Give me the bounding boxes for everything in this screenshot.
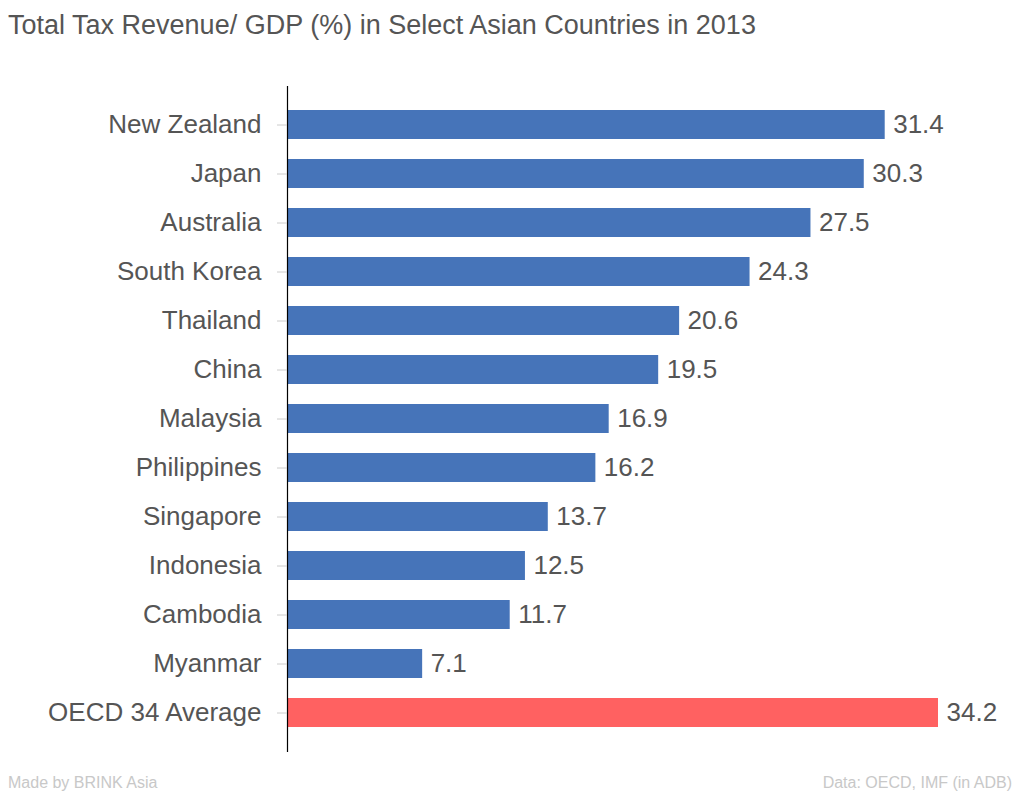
svg-text:16.2: 16.2 <box>604 452 655 482</box>
svg-text:34.2: 34.2 <box>947 697 998 727</box>
svg-text:Australia: Australia <box>160 207 262 237</box>
svg-text:12.5: 12.5 <box>533 550 584 580</box>
svg-text:13.7: 13.7 <box>556 501 607 531</box>
html-text:Data: OECD, IMF (in ADB): Data: OECD, IMF (in ADB) <box>822 774 1012 791</box>
svg-text:China: China <box>194 354 262 384</box>
svg-text:19.5: 19.5 <box>667 354 718 384</box>
svg-text:OECD 34 Average: OECD 34 Average <box>48 697 261 727</box>
svg-text:Singapore: Singapore <box>143 501 262 531</box>
svg-text:Philippines: Philippines <box>136 452 262 482</box>
svg-text:16.9: 16.9 <box>617 403 668 433</box>
svg-text:New Zealand: New Zealand <box>108 109 261 139</box>
svg-text:7.1: 7.1 <box>431 648 467 678</box>
svg-text:Myanmar: Myanmar <box>153 648 262 678</box>
svg-text:Indonesia: Indonesia <box>149 550 262 580</box>
svg-text:11.7: 11.7 <box>518 599 567 629</box>
svg-text:27.5: 27.5 <box>819 207 870 237</box>
svg-text:20.6: 20.6 <box>688 305 739 335</box>
html-text:Made by BRINK Asia: Made by BRINK Asia <box>8 774 158 791</box>
svg-text:Cambodia: Cambodia <box>143 599 262 629</box>
svg-text:24.3: 24.3 <box>758 256 809 286</box>
svg-text:Thailand: Thailand <box>162 305 262 335</box>
svg-text:30.3: 30.3 <box>872 158 923 188</box>
html-text:Total Tax Revenue/ GDP (%) in: Total Tax Revenue/ GDP (%) in Select Asi… <box>8 10 756 40</box>
svg-text:31.4: 31.4 <box>893 109 944 139</box>
svg-text:Japan: Japan <box>191 158 262 188</box>
svg-text:South Korea: South Korea <box>117 256 262 286</box>
svg-text:Malaysia: Malaysia <box>159 403 262 433</box>
